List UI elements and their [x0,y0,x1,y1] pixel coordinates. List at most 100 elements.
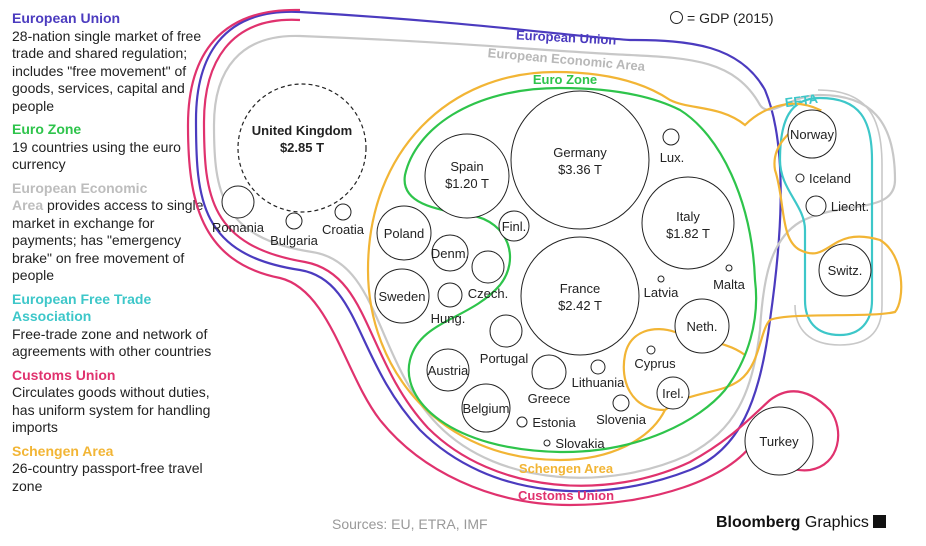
country-label-greece: Greece [528,391,571,406]
country-circle-austria [426,348,470,392]
country-gdp-italy: $1.82 T [666,226,710,241]
country-circle-cyprus [646,345,656,355]
country-circle-czech [471,250,505,284]
country-circle-turkey [744,406,814,476]
country-circle-malta [725,264,733,272]
country-circle-spain [424,133,510,219]
country-circle-croatia [334,203,352,221]
country-circle-latvia [657,275,665,283]
country-circle-slovakia [543,439,551,447]
country-circle-iceland [795,173,805,183]
country-gdp-uk: $2.85 T [280,140,324,155]
ring-label-schengen: Schengen Area [519,461,614,476]
efta-outer-boundary [794,89,883,346]
gdp-key: = GDP (2015) [670,10,774,26]
country-label-portugal: Portugal [480,351,529,366]
country-label-lithuania: Lithuania [572,375,626,390]
country-label-netherlands: Neth. [686,319,717,334]
country-name-uk: United Kingdom [252,123,352,138]
country-circle-slovenia [612,394,630,412]
country-label-denmark: Denm. [431,246,469,261]
customs-union-boundary [186,8,840,507]
country-circle-ireland [656,376,690,410]
legend-eu: European Union 28-nation single market o… [12,10,212,115]
legend-ez: Euro Zone 19 countries using the euro cu… [12,121,212,174]
country-gdp-france: $2.42 T [558,298,602,313]
country-label-liecht: Liecht. [831,199,869,214]
legend-efta: European Free Trade Association Free-tra… [12,291,212,361]
country-label-norway: Norway [790,127,835,142]
legend-eea-title-b: Area [12,197,44,213]
legend-eu-title: European Union [12,10,121,26]
country-label-iceland: Iceland [809,171,851,186]
country-circle-poland [376,205,432,261]
country-label-malta: Malta [713,277,746,292]
country-name-france: France [560,281,600,296]
legend-ez-title: Euro Zone [12,121,82,137]
country-label-sweden: Sweden [379,289,426,304]
country-circle-switz [818,243,872,297]
country-label-ireland: Irel. [662,386,684,401]
legend-eea-title-a: European Economic [12,179,148,196]
country-circle-finland [498,210,530,242]
country-label-lux: Lux. [660,150,685,165]
legend-sa-desc: 26-country passport-free travel zone [12,460,203,494]
country-circle-lux [662,128,680,146]
country-label-cyprus: Cyprus [634,356,676,371]
euro-zone-boundary [403,86,758,454]
country-label-romania: Romania [212,220,265,235]
country-label-poland: Poland [384,226,424,241]
legend-eea-line: Area provides access to single market in… [12,197,212,285]
country-label-belgium: Belgium [463,401,510,416]
bloomberg-mark-icon [873,515,887,528]
country-label-switz: Switz. [828,263,863,278]
legend-cu: Customs Union Circulates goods without d… [12,367,212,437]
brand-rest: Graphics [804,514,869,531]
legend-ez-desc: 19 countries using the euro currency [12,138,181,173]
brand-logo: Bloomberg Graphics [716,514,887,532]
country-circle-bulgaria [285,212,303,230]
country-circle-romania [221,185,255,219]
eea-boundary [212,34,897,479]
country-label-estonia: Estonia [532,415,576,430]
country-label-czech: Czech. [468,286,508,301]
country-name-germany: Germany [553,145,607,160]
legend-eu-desc: 28-nation single market of free trade an… [12,27,202,114]
country-name-italy: Italy [676,209,700,224]
ring-label-ez: Euro Zone [533,72,597,87]
legend-eea-desc: provides access to single market in exch… [12,197,204,283]
country-label-latvia: Latvia [644,285,679,300]
legend-cu-title: Customs Union [12,366,116,383]
country-label-austria: Austria [428,363,469,378]
ring-label-eu: European Union [516,27,617,47]
country-circle-estonia [516,416,528,428]
country-circle-belgium [461,383,511,433]
country-label-bulgaria: Bulgaria [270,233,318,248]
legend-eea: European Economic Area provides access t… [12,180,212,285]
country-label-croatia: Croatia [322,222,365,237]
country-circle-lithuania [590,359,606,375]
country-circle-france [520,236,640,356]
country-circle-norway [787,109,837,159]
legend-efta-title: European Free Trade Association [12,290,152,325]
country-circle-uk [237,83,367,213]
gdp-key-label: = GDP (2015) [687,10,774,26]
legend: European Union 28-nation single market o… [12,10,212,501]
eu-boundary [194,10,782,493]
ring-label-efta: EFTA [784,91,819,111]
ring-label-eea: European Economic Area [487,45,646,74]
country-circle-italy [641,176,735,270]
country-name-spain: Spain [450,159,483,174]
country-circle-liecht [805,195,827,217]
country-label-finland: Finl. [502,219,527,234]
schengen-boundary [366,70,903,462]
country-label-turkey: Turkey [759,434,799,449]
country-circle-sweden [374,268,430,324]
legend-sa-title: Schengen Area [12,442,114,459]
brand-bold: Bloomberg [716,514,801,531]
country-circle-denmark [431,234,469,272]
country-circle-greece [531,354,567,390]
gdp-key-circle-icon [670,11,683,24]
efta-boundary [778,96,874,337]
